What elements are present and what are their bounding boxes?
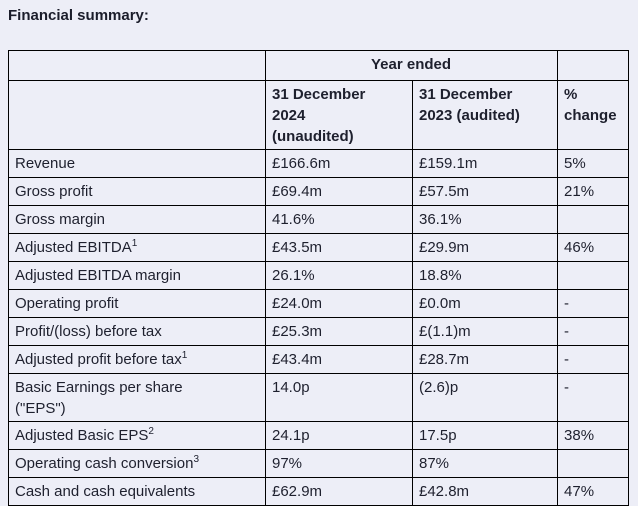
- value-2023-cell: £(1.1)m: [411, 317, 559, 346]
- col-header-2024: 31 December 2024 (unaudited): [265, 80, 413, 150]
- empty-header-cell: [8, 50, 266, 81]
- value-2023-cell: £0.0m: [411, 289, 559, 318]
- table-row: Operating profit £24.0m £0.0m -: [8, 289, 630, 318]
- table-row: Revenue £166.6m £159.1m 5%: [8, 149, 630, 178]
- value-2024-cell: 26.1%: [265, 261, 413, 290]
- row-label: Gross margin: [15, 211, 106, 228]
- row-label-cell: Basic Earnings per share ("EPS"): [8, 373, 266, 422]
- value-2023-cell: 18.8%: [411, 261, 559, 290]
- table-row: Adjusted EBITDA1 £43.5m £29.9m 46%: [8, 233, 630, 262]
- value-2024-cell: 14.0p: [265, 373, 413, 422]
- value-2024-cell: £166.6m: [265, 149, 413, 178]
- value-2024-cell: £24.0m: [265, 289, 413, 318]
- pct-change-cell: -: [557, 345, 630, 374]
- value-2024-cell: £43.5m: [265, 233, 413, 262]
- table-row: Adjusted profit before tax1 £43.4m £28.7…: [8, 345, 630, 374]
- empty-header-cell: [557, 50, 630, 81]
- row-label-cell: Revenue: [8, 149, 266, 178]
- table-body: Year ended 31 December 2024 (unaudited) …: [8, 50, 630, 506]
- value-2023-cell: £29.9m: [411, 233, 559, 262]
- row-label: Adjusted Basic EPS: [15, 427, 149, 444]
- value-2024-cell: £43.4m: [265, 345, 413, 374]
- col-header-pct-change-line2: change: [564, 107, 617, 124]
- table-row: Adjusted Basic EPS2 24.1p 17.5p 38%: [8, 421, 630, 450]
- row-label-cell: Cash and cash equivalents: [8, 477, 266, 506]
- table-row: Cash and cash equivalents £62.9m £42.8m …: [8, 477, 630, 506]
- pct-change-cell: 46%: [557, 233, 630, 262]
- pct-change-cell: 5%: [557, 149, 630, 178]
- row-label-cell: Profit/(loss) before tax: [8, 317, 266, 346]
- value-2023-cell: 36.1%: [411, 205, 559, 234]
- pct-change-cell: -: [557, 317, 630, 346]
- value-2024-cell: £62.9m: [265, 477, 413, 506]
- footnote-marker: 3: [193, 454, 199, 465]
- empty-header-cell: [8, 80, 266, 150]
- col-header-2023: 31 December 2023 (audited): [411, 80, 559, 150]
- header-row-year-ended: Year ended: [8, 50, 630, 81]
- col-header-2023-line1: 31 December: [419, 86, 513, 103]
- col-header-pct-change-line1: %: [564, 86, 578, 103]
- row-label-cell: Adjusted Basic EPS2: [8, 421, 266, 450]
- row-label-line2: ("EPS"): [15, 400, 66, 417]
- pct-change-cell: -: [557, 373, 630, 422]
- value-2024-cell: £25.3m: [265, 317, 413, 346]
- row-label-cell: Adjusted EBITDA1: [8, 233, 266, 262]
- table-row: Basic Earnings per share ("EPS") 14.0p (2…: [8, 373, 630, 422]
- value-2023-cell: £28.7m: [411, 345, 559, 374]
- value-2024-cell: 97%: [265, 449, 413, 478]
- row-label: Operating profit: [15, 295, 119, 312]
- value-2024-cell: 41.6%: [265, 205, 413, 234]
- col-header-2024-line2: 2024: [272, 107, 306, 124]
- financial-summary-title: Financial summary:: [8, 7, 149, 24]
- footnote-marker: 1: [131, 238, 138, 249]
- col-header-2024-line3: (unaudited): [272, 128, 354, 145]
- pct-change-cell: 21%: [557, 177, 630, 206]
- pct-change-cell: [557, 261, 630, 290]
- table-row: Adjusted EBITDA margin 26.1% 18.8%: [8, 261, 630, 290]
- table-row: Gross profit £69.4m £57.5m 21%: [8, 177, 630, 206]
- pct-change-cell: [557, 449, 630, 478]
- table-row: Gross margin 41.6% 36.1%: [8, 205, 630, 234]
- footnote-marker: 1: [181, 350, 188, 361]
- row-label-cell: Operating profit: [8, 289, 266, 318]
- row-label: Profit/(loss) before tax: [15, 323, 162, 340]
- row-label: Revenue: [15, 155, 76, 172]
- row-label: Adjusted EBITDA: [15, 239, 132, 256]
- pct-change-cell: [557, 205, 630, 234]
- pct-change-cell: -: [557, 289, 630, 318]
- row-label: Gross profit: [15, 183, 93, 200]
- pct-change-cell: 47%: [557, 477, 630, 506]
- row-label-cell: Operating cash conversion3: [8, 449, 266, 478]
- row-label-cell: Gross profit: [8, 177, 266, 206]
- col-header-2023-line2: 2023 (audited): [419, 107, 520, 124]
- col-header-pct-change: % change: [557, 80, 630, 150]
- year-ended-header: Year ended: [264, 50, 559, 81]
- value-2024-cell: 24.1p: [265, 421, 413, 450]
- financial-summary-table: Year ended 31 December 2024 (unaudited) …: [8, 50, 630, 506]
- row-label-cell: Adjusted EBITDA margin: [8, 261, 266, 290]
- col-header-2024-line1: 31 December: [272, 86, 366, 103]
- value-2023-cell: £42.8m: [411, 477, 559, 506]
- value-2023-cell: 87%: [411, 449, 559, 478]
- row-label: Operating cash conversion: [15, 455, 194, 472]
- footnote-marker: 2: [148, 426, 154, 437]
- row-label-cell: Gross margin: [8, 205, 266, 234]
- value-2023-cell: £57.5m: [411, 177, 559, 206]
- pct-change-cell: 38%: [557, 421, 630, 450]
- row-label: Cash and cash equivalents: [15, 483, 196, 500]
- value-2023-cell: £159.1m: [411, 149, 559, 178]
- row-label: Adjusted EBITDA margin: [15, 267, 181, 284]
- row-label-cell: Adjusted profit before tax1: [8, 345, 266, 374]
- row-label: Basic Earnings per share: [15, 379, 183, 396]
- row-label: Adjusted profit before tax: [15, 351, 182, 368]
- value-2023-cell: 17.5p: [411, 421, 559, 450]
- table-row: Operating cash conversion3 97% 87%: [8, 449, 630, 478]
- header-row-columns: 31 December 2024 (unaudited) 31 December…: [8, 80, 630, 150]
- value-2023-cell: (2.6)p: [411, 373, 559, 422]
- table-row: Profit/(loss) before tax £25.3m £(1.1)m …: [8, 317, 630, 346]
- value-2024-cell: £69.4m: [265, 177, 413, 206]
